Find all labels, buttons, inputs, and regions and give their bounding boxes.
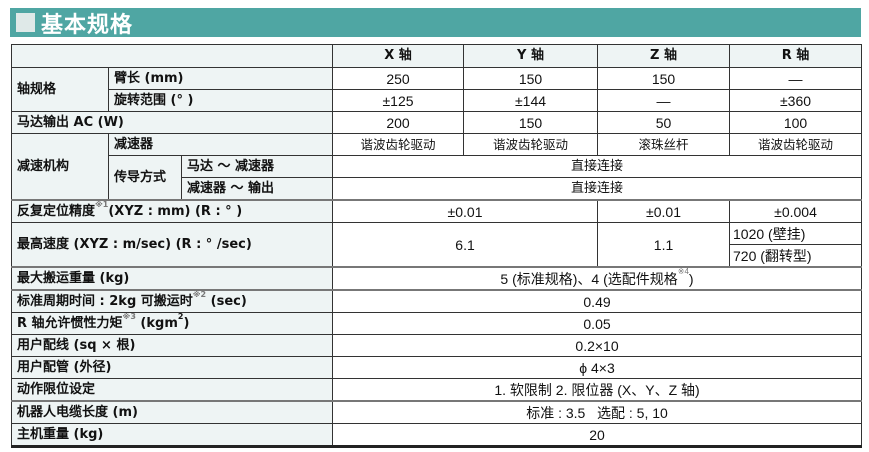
table-row: R 轴允许惯性力矩※3 (kgm2) 0.05 <box>10 312 863 335</box>
header-corner <box>10 44 334 68</box>
table-row: 动作限位设定 1. 软限制 2. 限位器 (X、Y、Z 轴) <box>10 378 863 402</box>
rotation-range-x: ±125 <box>332 89 465 112</box>
cycle-time-value: 0.49 <box>332 289 863 313</box>
unit-exponent: 2 <box>177 312 184 321</box>
max-payload-text: 5 (标准规格)、4 (选配件规格 <box>500 270 678 287</box>
header-z: Z 轴 <box>597 44 731 68</box>
transmission-label: 传导方式 <box>108 155 182 201</box>
repeatability-z: ±0.01 <box>597 199 731 223</box>
reducer-label: 减速器 <box>107 133 334 156</box>
cycle-time-label: 标准周期时间 : 2kg 可搬运时※2 (sec) <box>10 289 334 313</box>
motor-output-z: 50 <box>597 111 731 134</box>
reducer-to-output-value: 直接连接 <box>332 177 863 201</box>
header-y: Y 轴 <box>463 44 599 68</box>
axis-spec-label: 轴规格 <box>11 67 109 112</box>
arm-length-label: 臂长 (mm) <box>107 67 334 90</box>
arm-length-r: — <box>729 67 863 90</box>
cycle-time-label-suffix: (sec) <box>210 293 247 309</box>
header-x: X 轴 <box>332 44 465 68</box>
limit-setting-label: 动作限位设定 <box>10 378 334 402</box>
arm-length-z: 150 <box>597 67 731 90</box>
max-speed-label: 最高速度 (XYZ : m/sec) (R : ° /sec) <box>10 222 334 268</box>
r-inertia-value: 0.05 <box>332 312 863 335</box>
weight-label: 主机重量 (kg) <box>10 423 334 448</box>
r-inertia-label-text: R 轴允许惯性力矩 <box>17 315 123 331</box>
motor-output-x: 200 <box>332 111 465 134</box>
cable-length-value: 标准 : 3.5 选配 : 5, 10 <box>332 400 863 424</box>
arm-length-y: 150 <box>463 67 599 90</box>
table-row: 最大搬运重量 (kg) 5 (标准规格)、4 (选配件规格※4) <box>10 266 863 291</box>
note-ref: ※2 <box>192 290 207 299</box>
table-row: 用户配管 (外径) ϕ 4×3 <box>10 356 863 379</box>
max-payload-value: 5 (标准规格)、4 (选配件规格※4) <box>332 266 863 291</box>
table-row: 标准周期时间 : 2kg 可搬运时※2 (sec) 0.49 <box>10 289 863 313</box>
reducer-y: 谐波齿轮驱动 <box>463 133 599 156</box>
motor-output-label: 马达输出 AC (W) <box>10 111 334 134</box>
repeatability-r: ±0.004 <box>729 199 863 223</box>
header-r: R 轴 <box>729 44 863 68</box>
note-ref: ※3 <box>122 312 136 321</box>
table-row: 传导方式 马达 ～ 减速器 直接连接 <box>12 155 863 201</box>
table-row: 用户配线 (sq × 根) 0.2×10 <box>10 334 863 357</box>
table-row: 马达输出 AC (W) 200 150 50 100 <box>10 111 863 134</box>
max-payload-label: 最大搬运重量 (kg) <box>10 266 334 291</box>
motor-to-reducer-label: 马达 ～ 减速器 <box>180 155 334 178</box>
r-inertia-label: R 轴允许惯性力矩※3 (kgm2) <box>10 312 334 335</box>
note-ref: ※4 <box>677 267 689 276</box>
table-row: 减速机构 减速器 谐波齿轮驱动 谐波齿轮驱动 滚珠丝杆 谐波齿轮驱动 <box>11 133 863 201</box>
limit-setting-value: 1. 软限制 2. 限位器 (X、Y、Z 轴) <box>332 378 863 402</box>
r-inertia-unit: (kgm <box>140 315 178 331</box>
user-wiring-label: 用户配线 (sq × 根) <box>10 334 334 357</box>
reducer-x: 谐波齿轮驱动 <box>332 133 465 156</box>
table-row: 轴规格 臂长 (mm) 250 150 150 — <box>11 67 863 112</box>
table-row: 主机重量 (kg) 20 <box>10 423 863 448</box>
square-bullet-icon <box>16 13 35 32</box>
weight-value: 20 <box>332 423 863 448</box>
motor-output-y: 150 <box>463 111 599 134</box>
max-speed-z: 1.1 <box>597 222 731 268</box>
table-row: 机器人电缆长度 (m) 标准 : 3.5 选配 : 5, 10 <box>10 400 863 424</box>
reducer-r: 谐波齿轮驱动 <box>729 133 863 156</box>
repeatability-label: 反复定位精度※1(XYZ : mm) (R : ° ) <box>10 199 334 223</box>
motor-to-reducer-value: 直接连接 <box>332 155 863 178</box>
table-row: 反复定位精度※1(XYZ : mm) (R : ° ) ±0.01 ±0.01 … <box>10 199 863 223</box>
rotation-range-y: ±144 <box>463 89 599 112</box>
arm-length-x: 250 <box>332 67 465 90</box>
table-row: 旋转范围 (° ) ±125 ±144 — ±360 <box>12 89 863 112</box>
rotation-range-r: ±360 <box>729 89 863 112</box>
rotation-range-z: — <box>597 89 731 112</box>
cable-length-label: 机器人电缆长度 (m) <box>10 400 334 424</box>
reducer-z: 滚珠丝杆 <box>597 133 731 156</box>
table-row: 720 (翻转型) <box>12 244 863 268</box>
user-piping-label: 用户配管 (外径) <box>10 356 334 379</box>
header-row: X 轴 Y 轴 Z 轴 R 轴 <box>10 44 863 68</box>
reduction-label: 减速机构 <box>11 133 109 201</box>
max-payload-end: ) <box>688 270 694 287</box>
max-speed-r-flip: 720 (翻转型) <box>729 244 863 268</box>
motor-output-r: 100 <box>729 111 863 134</box>
repeatability-label-text: 反复定位精度 <box>17 203 96 219</box>
repeatability-xy: ±0.01 <box>332 199 599 223</box>
rotation-range-label: 旋转范围 (° ) <box>107 89 334 112</box>
table-row: 最高速度 (XYZ : m/sec) (R : ° /sec) 6.1 1.1 … <box>10 222 863 268</box>
reducer-to-output-label: 减速器 ～ 输出 <box>180 177 334 201</box>
user-piping-value: ϕ 4×3 <box>332 356 863 379</box>
r-inertia-unit-end: ) <box>183 315 190 331</box>
user-wiring-value: 0.2×10 <box>332 334 863 357</box>
repeatability-label-suffix: (XYZ : mm) (R : ° ) <box>108 203 243 219</box>
note-ref: ※1 <box>95 200 109 209</box>
cycle-time-label-text: 标准周期时间 : 2kg 可搬运时 <box>17 293 193 309</box>
table-row: 减速器 ～ 输出 直接连接 <box>12 177 863 201</box>
max-speed-r-wall: 1020 (壁挂) <box>729 222 863 245</box>
section-title: 基本规格 <box>41 12 134 38</box>
max-speed-xy: 6.1 <box>332 222 599 268</box>
spec-table: X 轴 Y 轴 Z 轴 R 轴 轴规格 臂长 (mm) 250 150 150 … <box>10 44 863 448</box>
section-title-bar: 基本规格 <box>10 8 861 38</box>
